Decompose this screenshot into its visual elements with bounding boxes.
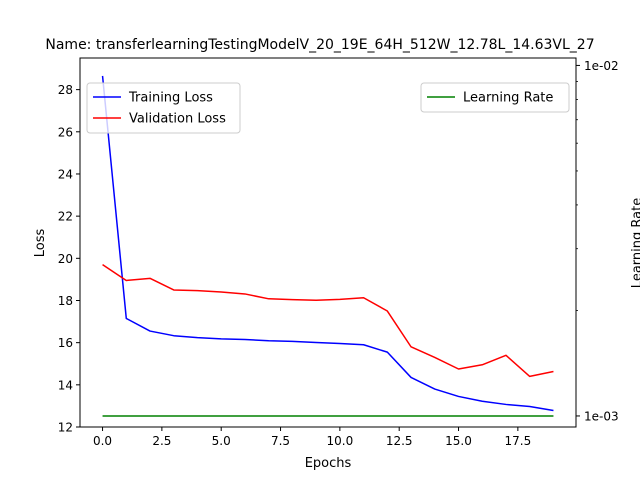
legend-box bbox=[420, 82, 570, 113]
y-tick-label: 26 bbox=[58, 125, 73, 139]
series-line-validation-loss bbox=[102, 264, 554, 378]
legend-box bbox=[86, 82, 241, 134]
plot-area bbox=[101, 75, 554, 417]
y-axis: 12 14 16 18 20 22 24 26 28 bbox=[58, 83, 80, 435]
y-tick-label: 18 bbox=[58, 294, 73, 308]
y-tick-label: 16 bbox=[58, 336, 73, 350]
x-tick-label: 0.0 bbox=[93, 434, 112, 448]
legend-label: Learning Rate bbox=[463, 91, 553, 106]
x-tick-label: 2.5 bbox=[152, 434, 171, 448]
x-tick-label: 17.5 bbox=[504, 434, 531, 448]
x-axis: 0.0 2.5 5.0 7.5 10.0 12.5 15.0 17.5 bbox=[93, 427, 531, 448]
legend-label: Training Loss bbox=[128, 91, 213, 106]
legend-label: Validation Loss bbox=[129, 112, 226, 127]
y2-axis-label: Learning Rate bbox=[630, 198, 640, 288]
chart-title: Name: transferlearningTestingModelV_20_1… bbox=[45, 37, 594, 53]
y2-axis: 1e-03 1e-02 bbox=[576, 59, 619, 423]
x-tick-label: 15.0 bbox=[445, 434, 472, 448]
y-tick-label: 14 bbox=[58, 378, 73, 392]
x-tick-label: 5.0 bbox=[212, 434, 231, 448]
legend-losses: Training Loss Validation Loss bbox=[86, 82, 241, 134]
y2-tick-label: 1e-03 bbox=[584, 409, 619, 423]
y-tick-label: 28 bbox=[58, 83, 73, 97]
x-tick-label: 12.5 bbox=[386, 434, 413, 448]
y-axis-label: Loss bbox=[33, 229, 48, 258]
x-tick-label: 10.0 bbox=[327, 434, 354, 448]
x-tick-label: 7.5 bbox=[271, 434, 290, 448]
y2-tick-label: 1e-02 bbox=[584, 59, 619, 73]
y-tick-label: 12 bbox=[58, 421, 73, 435]
plot-frame bbox=[79, 57, 577, 428]
y-tick-label: 20 bbox=[58, 252, 73, 266]
x-axis-label: Epochs bbox=[305, 456, 352, 471]
y-tick-label: 24 bbox=[58, 167, 73, 181]
y-tick-label: 22 bbox=[58, 210, 73, 224]
legend-learning-rate: Learning Rate bbox=[420, 82, 570, 113]
series-line-training-loss bbox=[101, 75, 554, 412]
